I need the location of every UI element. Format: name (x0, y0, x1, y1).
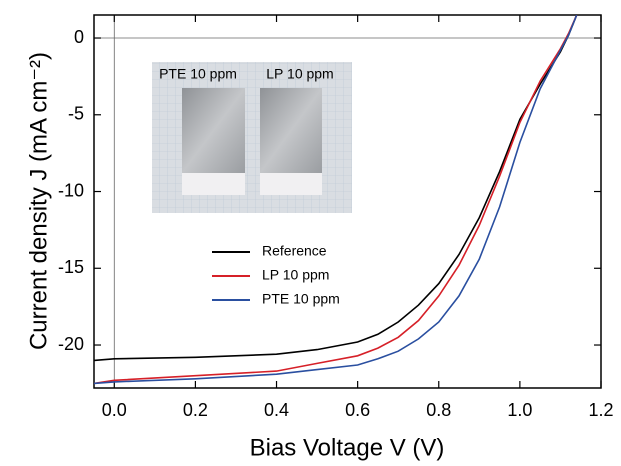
plot-frame (93, 14, 602, 389)
x-tick-label: 1.0 (507, 400, 532, 420)
y-axis-label: Current density J (mA cm⁻²) (25, 52, 52, 350)
inset-label: PTE 10 ppm (159, 66, 237, 82)
x-tick-label: 0.4 (264, 400, 289, 420)
series-line (94, 15, 578, 385)
x-tick-label: 0.6 (345, 400, 370, 420)
x-tick-label: 0.2 (183, 400, 208, 420)
inset-photo: PTE 10 ppm LP 10 ppm (152, 62, 352, 213)
legend-label: LP 10 ppm (262, 267, 329, 283)
y-tick-label: -20 (58, 334, 84, 354)
series-line (94, 15, 578, 385)
y-tick-label: 0 (74, 27, 84, 47)
x-axis-label: Bias Voltage V (V) (250, 434, 445, 461)
x-tick-label: 0.8 (426, 400, 451, 420)
inset-label: LP 10 ppm (266, 66, 333, 82)
y-tick-label: -15 (58, 257, 84, 277)
series-line (94, 15, 578, 362)
legend-label: PTE 10 ppm (262, 291, 340, 307)
y-tick-label: -10 (58, 180, 84, 200)
legend-label: Reference (262, 243, 327, 259)
x-tick-label: 1.2 (588, 400, 613, 420)
x-tick-label: 0.0 (102, 400, 127, 420)
y-tick-label: -5 (68, 104, 84, 124)
